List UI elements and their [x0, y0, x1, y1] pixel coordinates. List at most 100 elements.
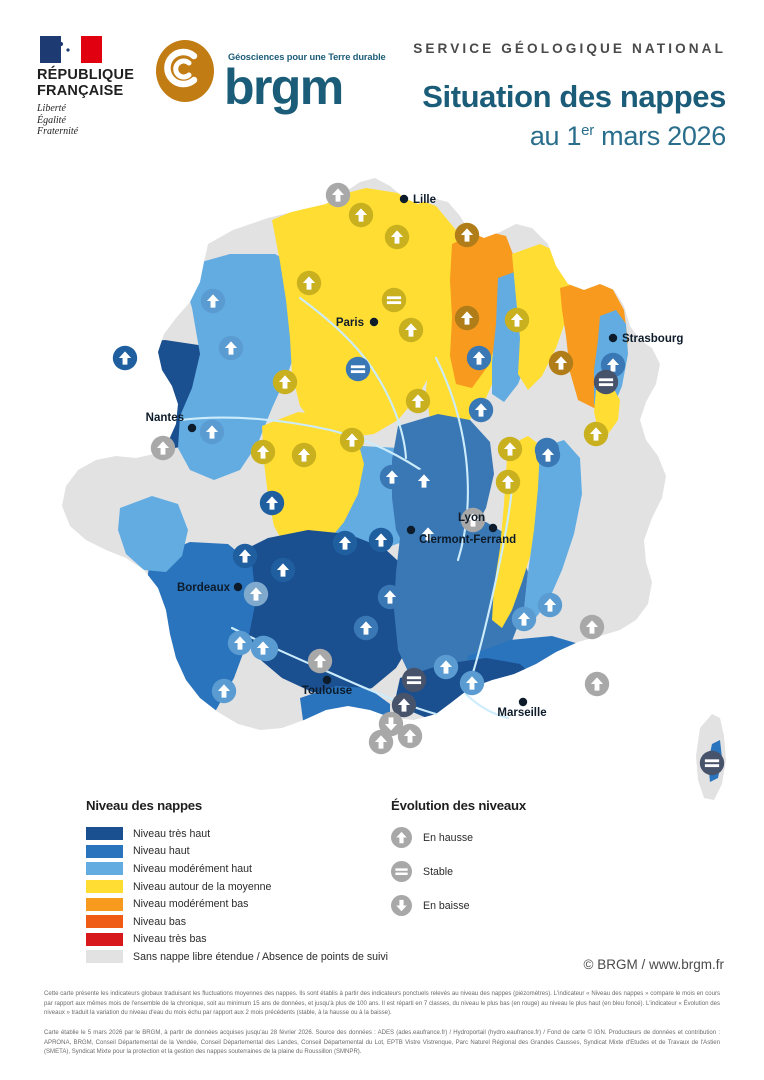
map-svg: Lille Paris Strasbourg Nantes Lyon Clermont-F… — [62, 178, 726, 800]
republique-francaise-logo: RÉPUBLIQUE FRANÇAISE Liberté Égalité Fra… — [37, 36, 141, 138]
city-label: Bordeaux — [177, 582, 231, 594]
map-marker-up — [454, 222, 480, 248]
french-flag-icon — [40, 36, 102, 63]
map-marker-up — [466, 345, 492, 371]
map-marker-down — [378, 711, 404, 737]
map-marker-stable — [699, 750, 725, 776]
map-marker-up — [583, 421, 609, 447]
map-marker-up — [232, 543, 258, 569]
legend-evolution-row: En hausse — [391, 825, 631, 850]
map-marker-up — [307, 648, 333, 674]
map-marker-up — [495, 469, 521, 495]
map-marker-up — [415, 521, 441, 547]
legend-evolution-row: Stable — [391, 859, 631, 884]
legend-color-swatch — [86, 915, 123, 929]
legend-level-label: Niveau très bas — [133, 933, 207, 946]
map-marker-up — [339, 427, 365, 453]
legend-evolution-label: En hausse — [423, 831, 474, 844]
city-dot — [608, 333, 618, 343]
legend-level-label: Niveau modérément bas — [133, 898, 249, 911]
map-marker-up — [250, 439, 276, 465]
map-city-labels: Lille Paris Strasbourg Nantes Lyon Clermont-F… — [146, 194, 684, 719]
city-label: Lille — [413, 194, 436, 206]
legend-level-label: Niveau très haut — [133, 827, 211, 840]
city-dot — [322, 675, 332, 685]
legend-level-label: Niveau autour de la moyenne — [133, 880, 272, 893]
map-marker-up — [270, 557, 296, 583]
map-city: Clermont-Ferrand — [406, 525, 516, 546]
legend-level-row: Niveau haut — [86, 843, 386, 861]
page-header: RÉPUBLIQUE FRANÇAISE Liberté Égalité Fra… — [0, 0, 764, 160]
map-marker-up — [384, 224, 410, 250]
legend-level-label: Sans nappe libre étendue / Absence de po… — [133, 950, 389, 963]
legend-levels-title: Niveau des nappes — [86, 798, 203, 813]
map-marker-up — [272, 369, 298, 395]
map-city: Marseille — [497, 697, 547, 719]
legend-levels: Niveau des nappes Niveau très haut Niveau… — [86, 798, 389, 966]
city-label: Nantes — [146, 412, 184, 424]
map-marker-up — [211, 678, 237, 704]
city-dot — [406, 525, 416, 535]
france-groundwater-map[interactable]: Lille Paris Strasbourg Nantes Lyon Clermont-F… — [0, 158, 764, 803]
legend-level-row: Niveau modérément haut — [86, 860, 386, 878]
legend-level-row: Niveau très bas — [86, 931, 386, 949]
map-city: Nantes — [146, 412, 197, 433]
map-marker-up — [250, 635, 276, 661]
map-marker-up — [296, 270, 322, 296]
footer-paragraph-2: Carte établie le 5 mars 2026 par le BRGM… — [44, 1030, 720, 1056]
equals-icon — [391, 861, 412, 882]
legend-level-row: Niveau autour de la moyenne — [86, 878, 386, 896]
map-marker-up — [391, 692, 417, 718]
city-label: Marseille — [497, 707, 546, 719]
map-marker-up — [348, 202, 374, 228]
city-label: Clermont-Ferrand — [419, 534, 516, 546]
map-marker-up — [411, 468, 437, 494]
map-marker-up — [291, 442, 317, 468]
brgm-logo: Géosciences pour une Terre durable brgm — [156, 38, 386, 138]
map-marker-up — [379, 464, 405, 490]
city-label: Strasbourg — [622, 333, 683, 345]
map-marker-up — [537, 592, 563, 618]
city-dot — [488, 523, 498, 533]
legend-color-swatch — [86, 932, 123, 946]
city-dot — [399, 194, 409, 204]
map-marker-up — [199, 419, 225, 445]
map-marker-up — [398, 317, 424, 343]
legend-color-swatch — [86, 827, 123, 841]
legend-evolution-title: Évolution des niveaux — [391, 798, 527, 813]
legend-level-label: Niveau modérément haut — [133, 862, 252, 875]
city-dot — [369, 317, 379, 327]
legend-evolution: Évolution des niveaux En hausse Stable En … — [391, 798, 631, 927]
map-marker-up — [405, 388, 431, 414]
map-marker-up — [377, 584, 403, 610]
brgm-spiral-icon — [156, 40, 214, 102]
arrow-down-icon — [391, 895, 412, 916]
map-marker-up — [259, 490, 285, 516]
city-dot — [518, 697, 528, 707]
map-marker-up — [460, 507, 486, 533]
city-label: Lyon — [458, 512, 485, 524]
city-label: Paris — [336, 317, 364, 329]
legend-level-row: Niveau modérément bas — [86, 895, 386, 913]
map-evolution-markers — [112, 182, 725, 776]
page-subtitle: au 1er mars 2026 — [529, 121, 726, 151]
map-marker-up — [433, 654, 459, 680]
map-city: Lyon — [458, 512, 498, 533]
brgm-wordmark: brgm — [224, 59, 344, 115]
page-title: Situation des nappes — [422, 79, 726, 114]
devise-label: Liberté Égalité Fraternité — [37, 103, 79, 137]
republique-label: RÉPUBLIQUE FRANÇAISE — [37, 67, 135, 99]
map-marker-up — [368, 527, 394, 553]
map-marker-up — [218, 335, 244, 361]
map-marker-up — [150, 435, 176, 461]
legend-color-swatch — [86, 880, 123, 894]
legend-color-swatch — [86, 862, 123, 876]
map-city: Lille — [399, 194, 436, 206]
map-marker-up — [454, 305, 480, 331]
map-marker-stable — [593, 369, 619, 395]
legend-level-label: Niveau bas — [133, 915, 186, 928]
legend-level-row: Sans nappe libre étendue / Absence de po… — [86, 948, 389, 966]
brgm-baseline: Géosciences pour une Terre durable — [228, 52, 386, 62]
map-marker-up — [579, 614, 605, 640]
